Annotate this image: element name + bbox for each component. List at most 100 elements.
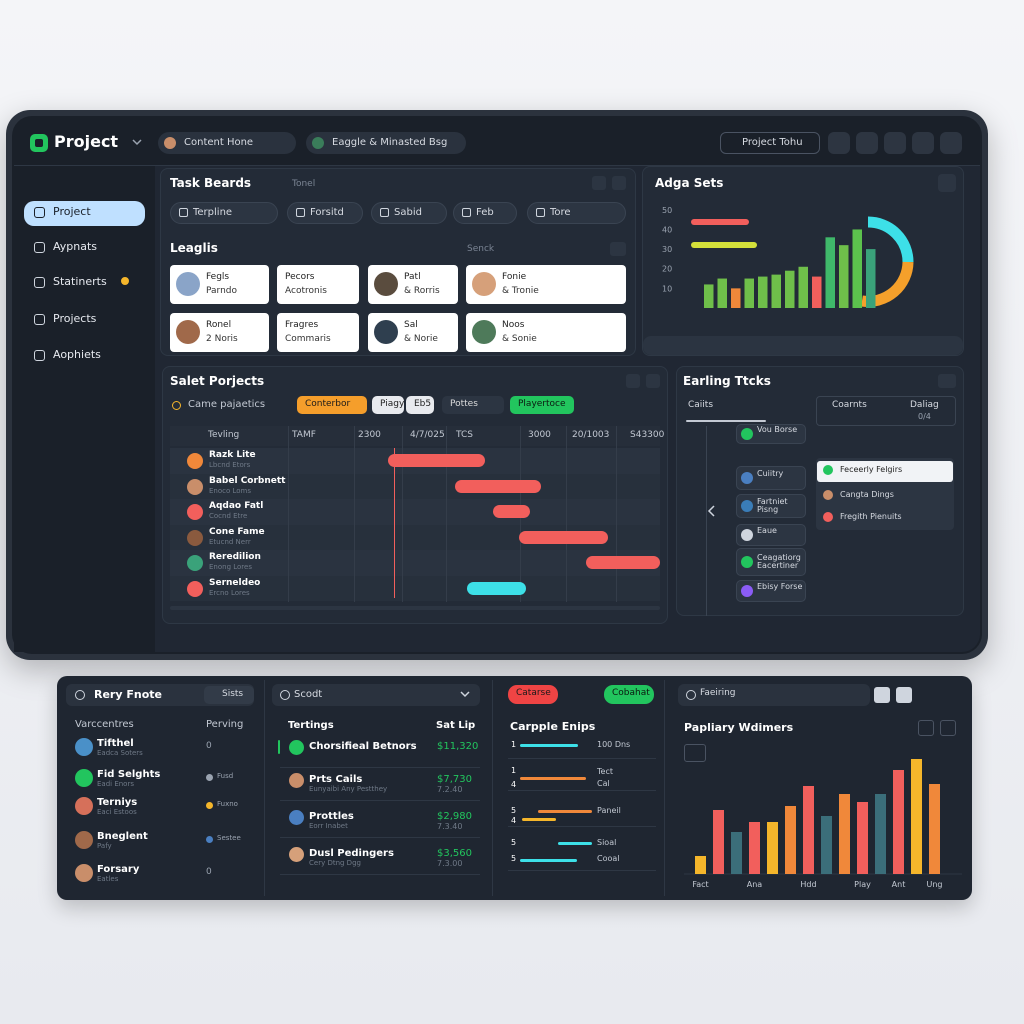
avatar (75, 864, 93, 882)
avatar (75, 738, 93, 756)
icon-button[interactable] (856, 132, 878, 154)
deal-sub: Cery Dtng Dgg (309, 859, 361, 867)
icon-button[interactable] (828, 132, 850, 154)
gantt-bar (466, 581, 527, 595)
avatar (75, 769, 93, 787)
button[interactable] (510, 396, 574, 414)
button[interactable] (508, 685, 558, 704)
icon-button[interactable] (612, 176, 626, 190)
button[interactable] (297, 396, 367, 414)
icon-button[interactable] (610, 242, 626, 256)
list-item[interactable] (736, 580, 806, 602)
icon-button[interactable] (938, 374, 956, 388)
icon-button[interactable] (626, 374, 640, 388)
ship-num: 4 (511, 780, 517, 789)
icon-button[interactable] (940, 132, 962, 154)
button[interactable] (372, 396, 404, 414)
card-name: Pecors (285, 272, 315, 282)
ship-line (520, 858, 577, 862)
contact-card[interactable] (277, 265, 359, 304)
filter-icon (536, 208, 545, 217)
person-sub: Pafy (97, 842, 112, 850)
search-box[interactable] (678, 684, 870, 706)
button-label: Sists (222, 689, 244, 699)
button-label: Pottes (450, 399, 478, 409)
subtitle: Came pajaetics (188, 399, 266, 410)
panel-footer (643, 336, 963, 355)
button[interactable] (604, 685, 654, 704)
ship-line (522, 817, 556, 821)
project-menu[interactable] (720, 132, 820, 154)
dropdown-item[interactable]: Fregith Pienuits (840, 512, 902, 521)
filter-pill[interactable] (371, 202, 447, 224)
icon-button[interactable] (646, 374, 660, 388)
person-name: Forsary (97, 864, 140, 875)
search-box[interactable] (272, 684, 480, 706)
sidebar-item[interactable]: Aypnats (53, 240, 98, 253)
filter-label: Sabid (394, 207, 422, 218)
filter-pill[interactable] (527, 202, 626, 224)
dropdown-item[interactable]: Feceerly Felgirs (840, 465, 903, 474)
contact-card[interactable] (277, 313, 359, 352)
list-label: Ebisy Forse (757, 582, 803, 591)
icon-button[interactable] (874, 687, 890, 703)
avatar (187, 478, 203, 495)
avatar (289, 740, 304, 755)
button[interactable] (442, 396, 504, 414)
button[interactable] (204, 686, 254, 704)
list-item[interactable] (736, 548, 806, 576)
search-label: Senck (467, 244, 495, 254)
icon-button[interactable] (884, 132, 906, 154)
avatar (472, 320, 496, 344)
search-icon (75, 690, 85, 700)
card-sub: 2 Noris (206, 334, 238, 344)
icon-button[interactable] (940, 720, 956, 736)
gantt-column: 2300 (358, 430, 381, 440)
gantt-bar (455, 479, 541, 493)
sidebar-item[interactable]: Aophiets (53, 348, 101, 361)
filter-label: Forsitd (310, 207, 344, 218)
column-box (816, 396, 956, 426)
icon-button[interactable] (592, 176, 606, 190)
panel-tab: Tonel (292, 179, 316, 189)
icon-button[interactable] (912, 132, 934, 154)
sidebar-item[interactable]: Project (53, 205, 91, 218)
icon-button[interactable] (684, 744, 706, 762)
filter-pill[interactable] (170, 202, 278, 224)
avatar (289, 810, 304, 825)
person-name: Bneglent (97, 831, 148, 842)
icon-button[interactable] (918, 720, 934, 736)
dropdown-item[interactable]: Cangta Dings (840, 490, 894, 499)
person-status: Fusd (217, 772, 234, 780)
card-name: Ronel (206, 320, 232, 330)
tab[interactable] (306, 132, 466, 154)
person-name: Tifthel (97, 738, 134, 749)
filter-pill[interactable] (287, 202, 363, 224)
tab[interactable] (158, 132, 296, 154)
list-item[interactable] (736, 466, 806, 490)
sidebar-icon (34, 207, 45, 218)
filter-icon (296, 208, 305, 217)
person-sub: Eadca Soters (97, 749, 143, 757)
filter-pill[interactable] (453, 202, 517, 224)
column-label: Daliag (910, 400, 939, 410)
brand-icon-inner (35, 139, 43, 147)
column-header: Perving (206, 719, 244, 730)
sidebar-item[interactable]: Projects (53, 312, 97, 325)
list-item[interactable] (736, 424, 806, 444)
panel-tab[interactable]: Caiits (688, 400, 714, 410)
button[interactable] (406, 396, 434, 414)
avatar (741, 585, 753, 597)
count: 0/4 (918, 412, 931, 421)
icon-button[interactable] (938, 174, 956, 192)
card-sub: Commaris (285, 334, 331, 344)
sidebar-icon (34, 314, 45, 325)
ship-num: 5 (511, 838, 517, 847)
card-name: Fegls (206, 272, 230, 282)
list-item[interactable] (736, 524, 806, 546)
avatar (164, 137, 176, 149)
sidebar-item[interactable]: Statinerts (53, 275, 107, 288)
icon-button[interactable] (896, 687, 912, 703)
gantt-column: TAMF (292, 430, 316, 440)
